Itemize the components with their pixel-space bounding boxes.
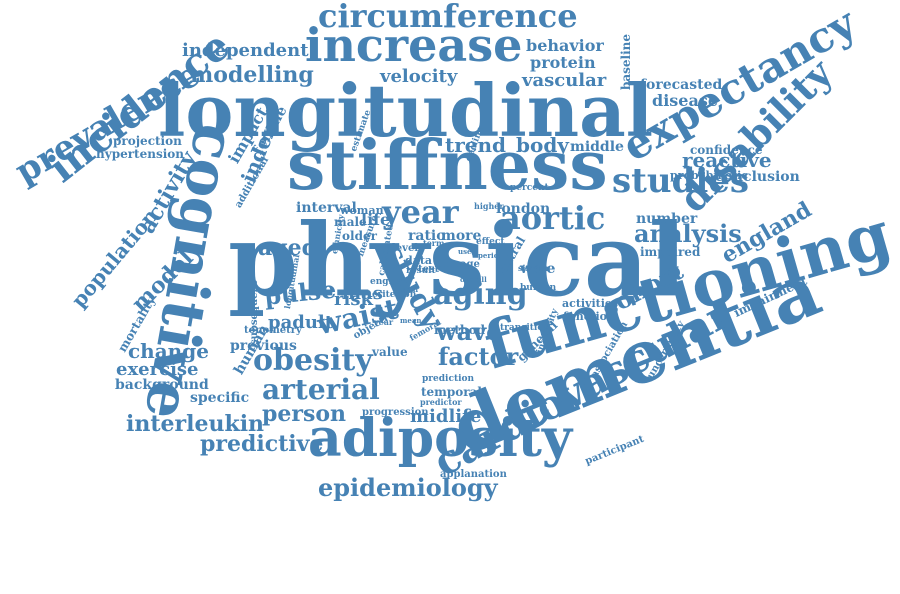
word-level: level [392, 243, 419, 254]
word-body: body [516, 133, 569, 157]
word-physical: physical [228, 201, 687, 319]
word-burden: burden [520, 283, 557, 293]
word-prediction: prediction [422, 374, 475, 384]
word-baseline: baseline [619, 33, 633, 90]
word-method: method [434, 323, 485, 337]
word-interleukin: interleukin [126, 411, 265, 437]
word-circumference: circumference [318, 0, 578, 35]
word-year: year [374, 317, 394, 327]
word-age: age [460, 259, 480, 270]
word-number: number [636, 211, 698, 227]
word-impaired: impaired [640, 245, 701, 259]
word-life: life [361, 210, 391, 229]
word-vascular: vascular [522, 70, 607, 91]
word-change: change [128, 339, 209, 363]
word-ratio: ratio [408, 228, 446, 244]
word-forecasted: forecasted [640, 77, 723, 93]
word-participant: participant [583, 433, 646, 468]
word-factor: factor [438, 342, 519, 371]
word-arterial: arterial [262, 373, 380, 406]
word-predictive: predictive [200, 431, 324, 457]
word-person: person [262, 401, 347, 427]
word-mean: mean [400, 316, 422, 325]
word-period: period [478, 251, 504, 260]
word-result: result [406, 266, 436, 276]
word-interval: interval [296, 200, 357, 216]
word-linear: linear [396, 285, 420, 294]
word-english: english [370, 277, 408, 287]
word-transition: transition [500, 323, 550, 333]
word-middle: middle [570, 139, 624, 155]
word-probabilistic: probabilistic [670, 169, 749, 182]
word-disease: disease [652, 91, 719, 110]
word-criterion: criterion [372, 290, 417, 300]
word-percent: percent [510, 183, 549, 193]
word-padult: padult [268, 312, 334, 333]
word-risk: risk [334, 289, 373, 310]
word-trend: trend [445, 133, 507, 157]
word-year: year [382, 193, 459, 231]
word-reactive: reactive [682, 148, 772, 172]
word-obesity: obesity [253, 343, 373, 378]
word-exercise: exercise [116, 359, 199, 380]
word-longitudinal: longitudinal [158, 68, 654, 153]
word-predictor: predictor [420, 397, 462, 407]
word-used: used [458, 247, 477, 256]
word-aging: aging [433, 277, 528, 312]
word-mas: mas [342, 283, 383, 304]
word-analysis: analysis [634, 219, 742, 248]
word-confidence: confidence [690, 143, 763, 157]
word-more: more [441, 228, 482, 244]
word-epidemiology: epidemiology [318, 473, 498, 502]
word-older: older [342, 229, 377, 243]
word-increase: increase [305, 18, 523, 72]
word-progression: progression [362, 407, 429, 418]
word-protein: protein [530, 53, 596, 72]
word-function: function [563, 310, 616, 323]
word-modelling: modelling [190, 62, 314, 88]
word-specific: specific [190, 390, 250, 406]
word-similar: similar [518, 263, 550, 273]
word-studies: studies [612, 161, 750, 201]
word-wale: wale [520, 261, 556, 277]
word-wave: wave [436, 317, 502, 346]
word-behavior: behavior [526, 36, 604, 55]
word-applanation: applanation [440, 469, 507, 480]
word-overall: overall [460, 275, 487, 284]
word-stiffness: stiffness [287, 126, 608, 206]
word-projection: projection [113, 134, 182, 148]
word-aged: aged [258, 235, 318, 261]
word-activities: activities [562, 297, 619, 310]
word-effect: effect [476, 237, 505, 247]
word-value: value [372, 345, 408, 359]
word-subsequent: subsequent [249, 280, 260, 345]
word-adiposity: adiposity [308, 408, 573, 469]
word-woman: woman [340, 204, 384, 217]
word-background: background [115, 377, 209, 393]
word-male: male [334, 215, 367, 229]
word-london: london [496, 201, 551, 217]
word-hypertension: hypertension [96, 147, 184, 161]
word-midlife: midlife [410, 406, 482, 427]
word-time: time [436, 259, 462, 270]
word-velocity: velocity [380, 66, 458, 87]
word-tonometry: tonometry [244, 325, 302, 336]
word-higher: higher [474, 201, 504, 211]
word-aortic: aortic [500, 199, 606, 237]
word-previous: previous [230, 338, 297, 354]
word-temporal: temporal [421, 385, 482, 399]
word-independent: independent [182, 40, 309, 61]
word-term: term [423, 238, 445, 248]
word-data: data [405, 254, 433, 267]
word-test: test [418, 264, 440, 275]
word-pulse: pulse [262, 274, 338, 311]
word-conclusion: conclusion [715, 169, 800, 185]
